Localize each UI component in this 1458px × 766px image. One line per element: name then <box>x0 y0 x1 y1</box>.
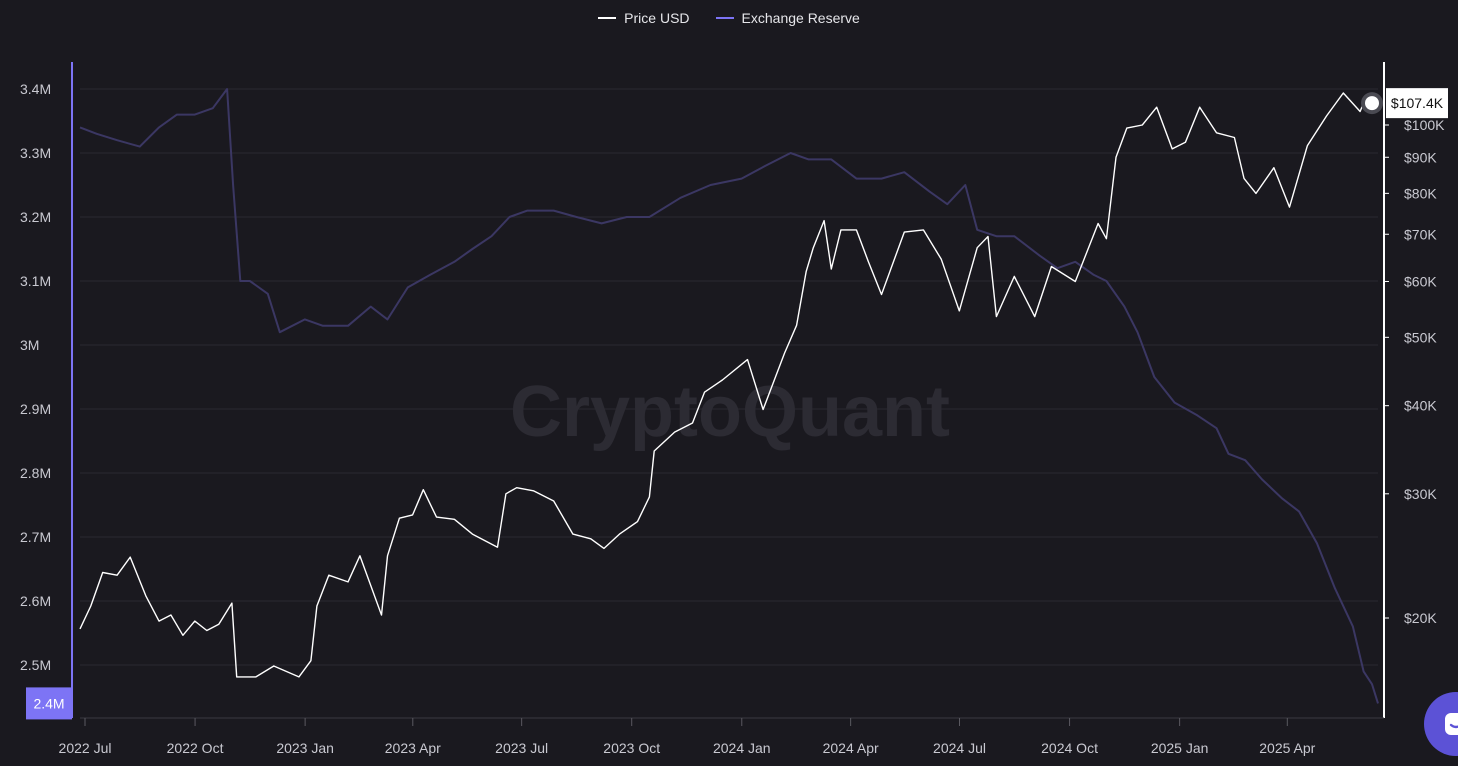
x-tick-label: 2024 Jan <box>713 740 771 756</box>
legend: Price USD Exchange Reserve <box>0 10 1458 26</box>
grid-layer <box>80 88 1378 666</box>
watermark: CryptoQuant <box>510 372 950 452</box>
left-tick-label: 2.9M <box>20 401 51 417</box>
left-tick-label: 2.5M <box>20 657 51 673</box>
price-current-badge <box>1386 88 1448 119</box>
right-tick-label: $30K <box>1404 486 1437 502</box>
price-current-label: $107.4K <box>1391 95 1444 111</box>
legend-item-reserve[interactable]: Exchange Reserve <box>715 10 860 26</box>
x-tick-label: 2024 Jul <box>933 740 986 756</box>
reserve-layer <box>79 88 1379 704</box>
price-marker <box>1365 96 1379 111</box>
legend-swatch-reserve <box>715 17 734 19</box>
series-line-exchange-reserve <box>79 88 1379 704</box>
x-tick-label: 2023 Jan <box>276 740 334 756</box>
right-tick-label: $50K <box>1404 329 1437 345</box>
left-tick-label: 3.4M <box>20 81 51 97</box>
left-tick-label: 2.7M <box>20 529 51 545</box>
price-layer <box>79 92 1379 678</box>
right-tick-label: $20K <box>1404 610 1437 626</box>
x-tick-label: 2022 Oct <box>167 740 224 756</box>
x-tick-label: 2023 Oct <box>603 740 660 756</box>
axis-layer: 3.4M 3.3M 3.2M 3.1M 3M 2.9M 2.8M 2.7M 2.6M 2.5M 2.… <box>20 62 1448 756</box>
x-tick-label: 2022 Jul <box>59 740 112 756</box>
legend-item-price[interactable]: Price USD <box>598 10 690 26</box>
left-current-label: 2.4M <box>33 695 64 711</box>
x-tick-label: 2025 Jan <box>1151 740 1209 756</box>
left-current-badge <box>26 687 72 720</box>
right-tick-label: $40K <box>1404 398 1437 414</box>
x-tick-label: 2025 Apr <box>1259 740 1315 756</box>
x-tick-label: 2024 Apr <box>823 740 879 756</box>
legend-swatch-price <box>598 17 617 19</box>
right-tick-label: $100K <box>1404 117 1445 133</box>
right-tick-label: $90K <box>1404 149 1437 165</box>
left-tick-label: 3.3M <box>20 145 51 161</box>
legend-label-price: Price USD <box>624 10 690 26</box>
left-tick-label: 2.6M <box>20 593 51 609</box>
series-line-price <box>79 92 1379 678</box>
left-tick-label: 3.2M <box>20 209 51 225</box>
left-tick-label: 3.1M <box>20 273 51 289</box>
left-tick-label: 3M <box>20 337 39 353</box>
left-tick-label: 2.8M <box>20 465 51 481</box>
chat-icon <box>1445 713 1458 735</box>
right-tick-label: $70K <box>1404 226 1437 242</box>
right-tick-label: $80K <box>1404 185 1437 201</box>
x-tick-label: 2023 Apr <box>385 740 441 756</box>
x-tick-label: 2023 Jul <box>495 740 548 756</box>
legend-label-reserve: Exchange Reserve <box>741 10 860 26</box>
right-tick-label: $60K <box>1404 273 1437 289</box>
x-tick-label: 2024 Oct <box>1041 740 1098 756</box>
